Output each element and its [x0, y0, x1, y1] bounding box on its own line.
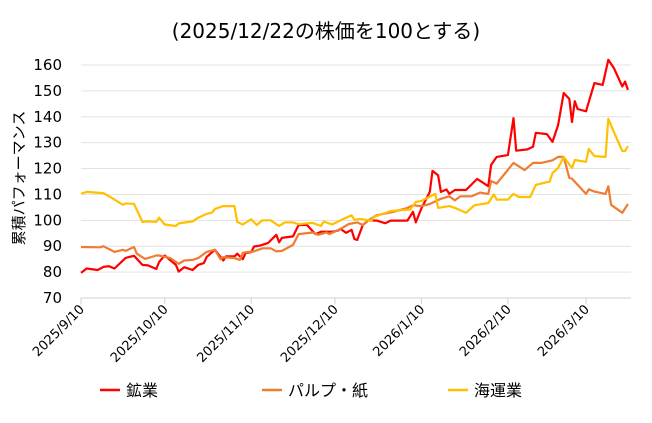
y-tick-label: 150 — [33, 82, 62, 100]
chart-title: (2025/12/22の株価を100とする) — [172, 19, 480, 43]
legend: 鉱業 パルプ・紙 海運業 — [100, 381, 522, 400]
y-tick-label: 70 — [43, 289, 62, 307]
y-tick-label: 130 — [33, 134, 62, 152]
y-tick-label: 120 — [33, 160, 62, 178]
x-tick-label: 2025/11/10 — [194, 302, 258, 366]
x-tick-label: 2025/12/10 — [278, 302, 342, 366]
y-tick-label: 140 — [33, 108, 62, 126]
x-tick-label: 2026/3/10 — [535, 302, 593, 360]
y-axis: 70 80 90 100 110 120 130 140 150 160 — [33, 56, 62, 307]
legend-label: パルプ・紙 — [288, 381, 368, 400]
y-tick-label: 160 — [33, 56, 62, 74]
x-tick-label: 2026/2/10 — [457, 302, 515, 360]
x-axis: 2025/9/10 2025/10/10 2025/11/10 2025/12/10 2… — [30, 298, 593, 366]
legend-label: 鉱業 — [126, 381, 158, 400]
x-tick-label: 2025/10/10 — [108, 302, 172, 366]
series-line-1 — [80, 58, 629, 274]
x-tick-label: 2026/1/10 — [370, 302, 428, 360]
legend-label: 海運業 — [474, 381, 522, 400]
x-tick-label: 2025/9/10 — [30, 302, 88, 360]
grid — [81, 64, 631, 299]
y-tick-label: 90 — [43, 237, 62, 255]
y-tick-label: 80 — [43, 263, 62, 281]
y-axis-label: 累積パフォーマンス — [10, 111, 28, 246]
y-tick-label: 110 — [33, 185, 62, 203]
series-line-3 — [80, 117, 629, 228]
series-lines — [80, 58, 629, 274]
series-line-2 — [80, 155, 629, 265]
y-tick-label: 100 — [33, 211, 62, 229]
